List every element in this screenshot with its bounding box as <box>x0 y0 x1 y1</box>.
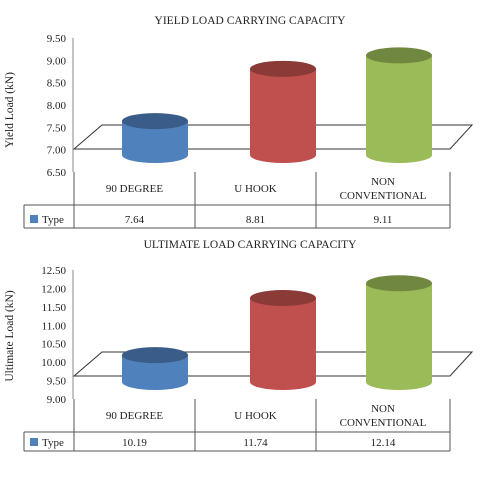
y-tick-label: 7.50 <box>47 122 67 134</box>
bar-non-conventional <box>366 275 432 390</box>
chart-title: ULTIMATE LOAD CARRYING CAPACITY <box>144 239 358 251</box>
legend-swatch <box>30 215 38 223</box>
legend-swatch <box>30 438 38 446</box>
category-label: U HOOK <box>234 410 277 422</box>
y-tick-label: 12.50 <box>41 265 66 277</box>
yield-load-chart-svg: YIELD LOAD CARRYING CAPACITY Yield Load (… <box>4 15 474 229</box>
bar-u-hook <box>250 60 316 163</box>
y-tick-label: 12.00 <box>41 283 66 295</box>
bar-non-conventional <box>366 47 432 163</box>
bar-u-hook <box>250 290 316 390</box>
y-tick-label: 6.50 <box>47 167 67 179</box>
category-label: NON <box>371 403 395 415</box>
bar-top <box>250 290 316 307</box>
bar-top <box>122 113 188 130</box>
category-label: 90 DEGREE <box>106 410 163 422</box>
category-label: CONVENTIONAL <box>340 190 427 202</box>
bar-body <box>250 298 316 390</box>
yield-load-chart: YIELD LOAD CARRYING CAPACITY Yield Load (… <box>0 0 500 232</box>
data-label: 7.64 <box>125 214 145 226</box>
bar-top <box>122 347 188 364</box>
data-label: 10.19 <box>122 437 147 449</box>
data-label: 9.11 <box>374 214 393 226</box>
bar-top <box>366 275 432 292</box>
ultimate-load-chart-svg: ULTIMATE LOAD CARRYING CAPACITY Ultimate … <box>4 239 474 452</box>
y-tick-label: 10.00 <box>41 357 66 369</box>
data-label: 11.74 <box>243 437 268 449</box>
y-tick-label: 11.50 <box>42 302 67 314</box>
y-tick-label: 10.50 <box>41 339 66 351</box>
bar-body <box>122 121 188 163</box>
chart-title: YIELD LOAD CARRYING CAPACITY <box>155 15 347 27</box>
legend-label: Type <box>42 214 64 226</box>
y-axis-label: Yield Load (kN) <box>4 72 16 148</box>
data-table: 90 DEGREE 10.19 U HOOK 11.74 NON CONVENTIONAL… <box>23 399 451 452</box>
category-label: CONVENTIONAL <box>340 417 427 429</box>
y-tick-label: 9.00 <box>47 394 67 406</box>
data-table: 90 DEGREE 7.64 U HOOK 8.81 NON CONVENTIONAL 9.… <box>23 172 451 229</box>
y-axis-label: Ultimate Load (kN) <box>4 290 16 382</box>
category-label: 90 DEGREE <box>106 183 163 195</box>
bar-body <box>366 283 432 390</box>
y-tick-label: 7.00 <box>47 145 67 157</box>
y-tick-label: 11.00 <box>42 320 67 332</box>
legend-label: Type <box>42 437 64 449</box>
y-tick-label: 9.00 <box>47 55 67 67</box>
data-label: 8.81 <box>246 214 265 226</box>
bar-top <box>366 47 432 64</box>
data-label: 12.14 <box>371 437 396 449</box>
y-tick-label: 9.50 <box>47 33 67 45</box>
y-tick-label: 8.00 <box>47 100 67 112</box>
bar-90-degree <box>122 113 188 163</box>
category-label: NON <box>371 176 395 188</box>
ultimate-load-chart: ULTIMATE LOAD CARRYING CAPACITY Ultimate … <box>0 232 500 474</box>
bar-body <box>250 68 316 163</box>
y-tick-label: 8.50 <box>47 78 67 90</box>
category-label: U HOOK <box>234 183 277 195</box>
bar-body <box>366 55 432 163</box>
bar-top <box>250 60 316 77</box>
bar-body <box>122 355 188 390</box>
bar-90-degree <box>122 347 188 390</box>
y-tick-label: 9.50 <box>47 376 67 388</box>
